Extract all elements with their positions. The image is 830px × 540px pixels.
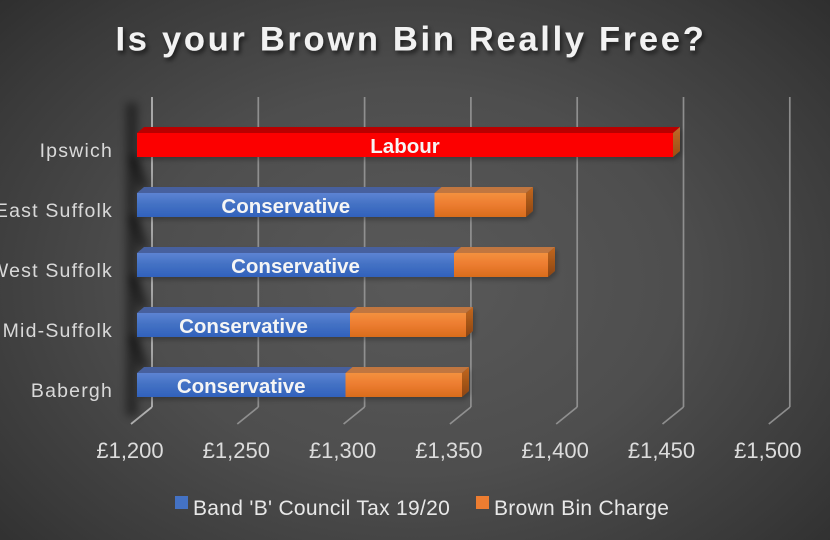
svg-text:Brown Bin Charge: Brown Bin Charge — [494, 497, 669, 520]
svg-text:Is your Brown Bin Really Free?: Is your Brown Bin Really Free? — [116, 21, 707, 59]
svg-text:£1,500: £1,500 — [734, 438, 801, 463]
svg-text:Conservative: Conservative — [177, 375, 306, 398]
svg-text:Band 'B' Council Tax 19/20: Band 'B' Council Tax 19/20 — [193, 497, 450, 520]
svg-text:£1,200: £1,200 — [96, 438, 163, 463]
svg-text:Babergh: Babergh — [31, 380, 113, 402]
svg-text:£1,400: £1,400 — [522, 438, 589, 463]
svg-text:East Suffolk: East Suffolk — [0, 200, 113, 222]
svg-text:£1,350: £1,350 — [415, 438, 482, 463]
svg-text:Conservative: Conservative — [221, 195, 350, 218]
svg-text:Ipswich: Ipswich — [40, 140, 113, 162]
svg-text:Labour: Labour — [370, 135, 439, 158]
svg-text:£1,250: £1,250 — [203, 438, 270, 463]
svg-text:West Suffolk: West Suffolk — [0, 260, 113, 282]
svg-text:Conservative: Conservative — [231, 255, 360, 278]
svg-text:£1,450: £1,450 — [628, 438, 695, 463]
svg-text:Conservative: Conservative — [179, 315, 308, 338]
svg-text:£1,300: £1,300 — [309, 438, 376, 463]
svg-text:Mid-Suffolk: Mid-Suffolk — [3, 320, 113, 342]
